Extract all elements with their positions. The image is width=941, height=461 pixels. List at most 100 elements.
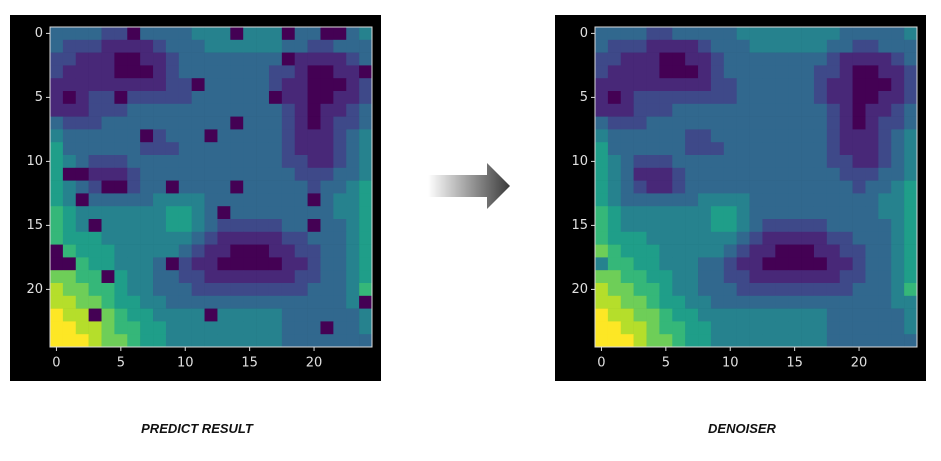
heatmap-cell [320, 244, 334, 258]
heatmap-cell [904, 52, 918, 66]
heatmap-cell [153, 206, 167, 220]
heatmap-cell [243, 65, 257, 79]
heatmap-cell [127, 27, 141, 41]
heatmap-cell [294, 308, 308, 322]
heatmap-cell [904, 193, 918, 207]
heatmap-cell [204, 257, 218, 271]
heatmap-cell [852, 180, 866, 194]
heatmap-cell [127, 52, 141, 66]
heatmap-cell [749, 257, 763, 271]
heatmap-cell [698, 219, 712, 233]
heatmap-cell [243, 91, 257, 105]
heatmap-cell [153, 219, 167, 233]
heatmap-cell [775, 257, 789, 271]
heatmap-cell [230, 244, 244, 258]
heatmap-cell [320, 321, 334, 335]
heatmap-cell [75, 308, 89, 322]
heatmap-cell [230, 257, 244, 271]
heatmap-cell [891, 206, 905, 220]
heatmap-cell [165, 206, 180, 220]
heatmap-cell [788, 78, 802, 92]
heatmap-cell [685, 270, 699, 284]
heatmap-cell [826, 65, 841, 79]
heatmap-cell [127, 231, 141, 245]
heatmap-cell [256, 167, 270, 181]
heatmap-cell [243, 116, 257, 130]
heatmap-cell [891, 270, 905, 284]
heatmap-cell [333, 257, 347, 271]
heatmap-cell [307, 78, 321, 92]
heatmap-cell [50, 78, 64, 92]
heatmap-cell [88, 270, 102, 284]
x-tick-label: 20 [851, 356, 868, 371]
heatmap-cell [140, 193, 154, 207]
heatmap-cell [646, 231, 660, 245]
heatmap-cell [762, 334, 776, 348]
heatmap-cell [904, 206, 918, 220]
heatmap-cell [685, 52, 699, 66]
heatmap-cell [191, 219, 205, 233]
heatmap-cell [178, 180, 192, 194]
heatmap-cell [620, 167, 634, 181]
heatmap-cell [633, 244, 647, 258]
heatmap-cell [723, 219, 737, 233]
y-tick-label: 20 [26, 282, 43, 297]
heatmap-cell [88, 219, 102, 233]
heatmap-cell [659, 231, 673, 245]
heatmap-cell [839, 257, 853, 271]
heatmap-cell [620, 206, 634, 220]
heatmap-cell [101, 129, 115, 143]
heatmap-cell [633, 180, 647, 194]
heatmap-cell [62, 103, 77, 117]
heatmap-cell [865, 244, 879, 258]
heatmap-cell [723, 283, 737, 297]
heatmap-cell [230, 270, 244, 284]
heatmap-cell [307, 193, 321, 207]
heatmap-cell [620, 116, 634, 130]
heatmap-cell [672, 219, 686, 233]
heatmap-cell [685, 295, 699, 309]
heatmap-cell [140, 52, 154, 66]
heatmap-cell [294, 334, 308, 348]
heatmap-cell [75, 244, 89, 258]
heatmap-cell [217, 116, 231, 130]
heatmap-cell [852, 270, 866, 284]
heatmap-cell [359, 91, 373, 105]
heatmap-cell [114, 308, 128, 322]
heatmap-cell [346, 231, 360, 245]
heatmap-cell [204, 283, 218, 297]
heatmap-cell [359, 27, 373, 41]
heatmap-cell [865, 257, 879, 271]
heatmap-cell [801, 116, 815, 130]
heatmap-cell [595, 167, 609, 181]
heatmap-cell [217, 244, 231, 258]
heatmap-cell [294, 52, 308, 66]
heatmap-cell [736, 321, 750, 335]
heatmap-cell [904, 219, 918, 233]
heatmap-cell [88, 308, 102, 322]
heatmap-cell [62, 27, 77, 41]
heatmap-cell [281, 244, 296, 258]
heatmap-cell [788, 283, 802, 297]
heatmap-cell [659, 116, 673, 130]
heatmap-cell [230, 321, 244, 335]
heatmap-cell [788, 155, 802, 169]
heatmap-cell [153, 103, 167, 117]
heatmap-cell [101, 283, 115, 297]
heatmap-cell [749, 193, 763, 207]
heatmap-cell [256, 257, 270, 271]
heatmap-cell [88, 180, 102, 194]
heatmap-cell [217, 52, 231, 66]
heatmap-cell [607, 65, 622, 79]
heatmap-cell [88, 39, 102, 53]
heatmap-cell [50, 129, 64, 143]
heatmap-cell [620, 155, 634, 169]
heatmap-cell [153, 155, 167, 169]
heatmap-cell [140, 116, 154, 130]
heatmap-cell [191, 52, 205, 66]
heatmap-cell [813, 334, 828, 348]
heatmap-cell [346, 206, 360, 220]
heatmap-cell [801, 334, 815, 348]
heatmap-cell [607, 308, 622, 322]
heatmap-cell [672, 283, 686, 297]
